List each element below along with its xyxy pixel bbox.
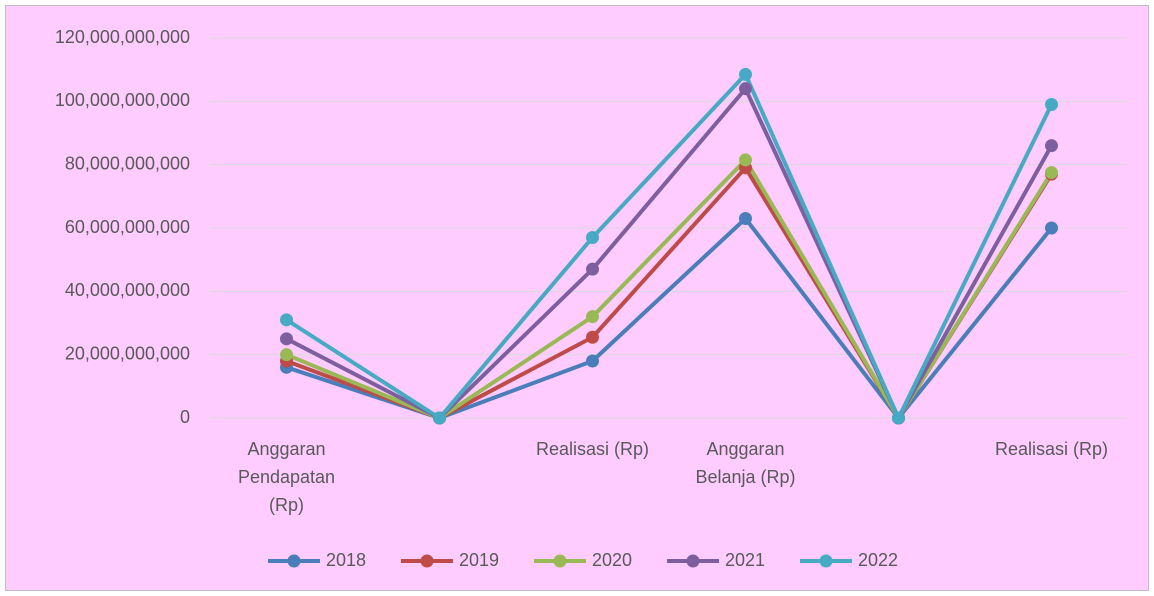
data-point: [586, 310, 599, 324]
legend-marker: [553, 554, 567, 568]
data-point: [586, 262, 599, 276]
data-point: [1045, 98, 1058, 111]
data-point: [433, 411, 446, 425]
y-tick-label: 100,000,000,000: [55, 90, 190, 110]
series-line: [285, 157, 1054, 420]
data-point: [280, 313, 293, 327]
legend-label: 2020: [592, 550, 632, 570]
data-point: [739, 153, 752, 167]
x-tick-label: Anggaran Pendapatan (Rp): [238, 439, 335, 515]
y-tick-label: 80,000,000,000: [65, 153, 190, 173]
y-tick-label: 120,000,000,000: [55, 27, 190, 47]
data-point: [586, 330, 599, 344]
legend-label: 2022: [858, 550, 898, 570]
series-line: [285, 86, 1054, 420]
data-point: [586, 231, 599, 244]
x-tick-label: Anggaran Belanja (Rp): [695, 439, 795, 487]
x-tick-label: Realisasi (Rp): [995, 439, 1108, 459]
legend-label: 2021: [725, 550, 765, 570]
y-tick-label: 20,000,000,000: [65, 343, 190, 363]
x-tick-label: Realisasi (Rp): [536, 439, 649, 459]
series-line: [285, 72, 1054, 420]
data-point: [739, 67, 752, 81]
data-point: [1045, 166, 1058, 180]
data-point: [280, 332, 293, 346]
y-tick-label: 0: [180, 407, 190, 427]
legend-label: 2018: [326, 550, 366, 570]
legend-marker: [420, 554, 434, 568]
data-point: [1045, 221, 1058, 235]
data-point: [1045, 139, 1058, 153]
legend-label: 2019: [459, 550, 499, 570]
legend-marker: [819, 554, 833, 568]
y-tick-label: 60,000,000,000: [65, 217, 190, 237]
data-point: [586, 354, 599, 368]
legend-marker: [686, 554, 700, 568]
data-point: [739, 212, 752, 225]
y-tick-label: 40,000,000,000: [65, 280, 190, 300]
data-point: [280, 348, 293, 362]
data-point: [739, 82, 752, 96]
legend-marker: [287, 554, 301, 568]
data-point: [892, 411, 905, 425]
